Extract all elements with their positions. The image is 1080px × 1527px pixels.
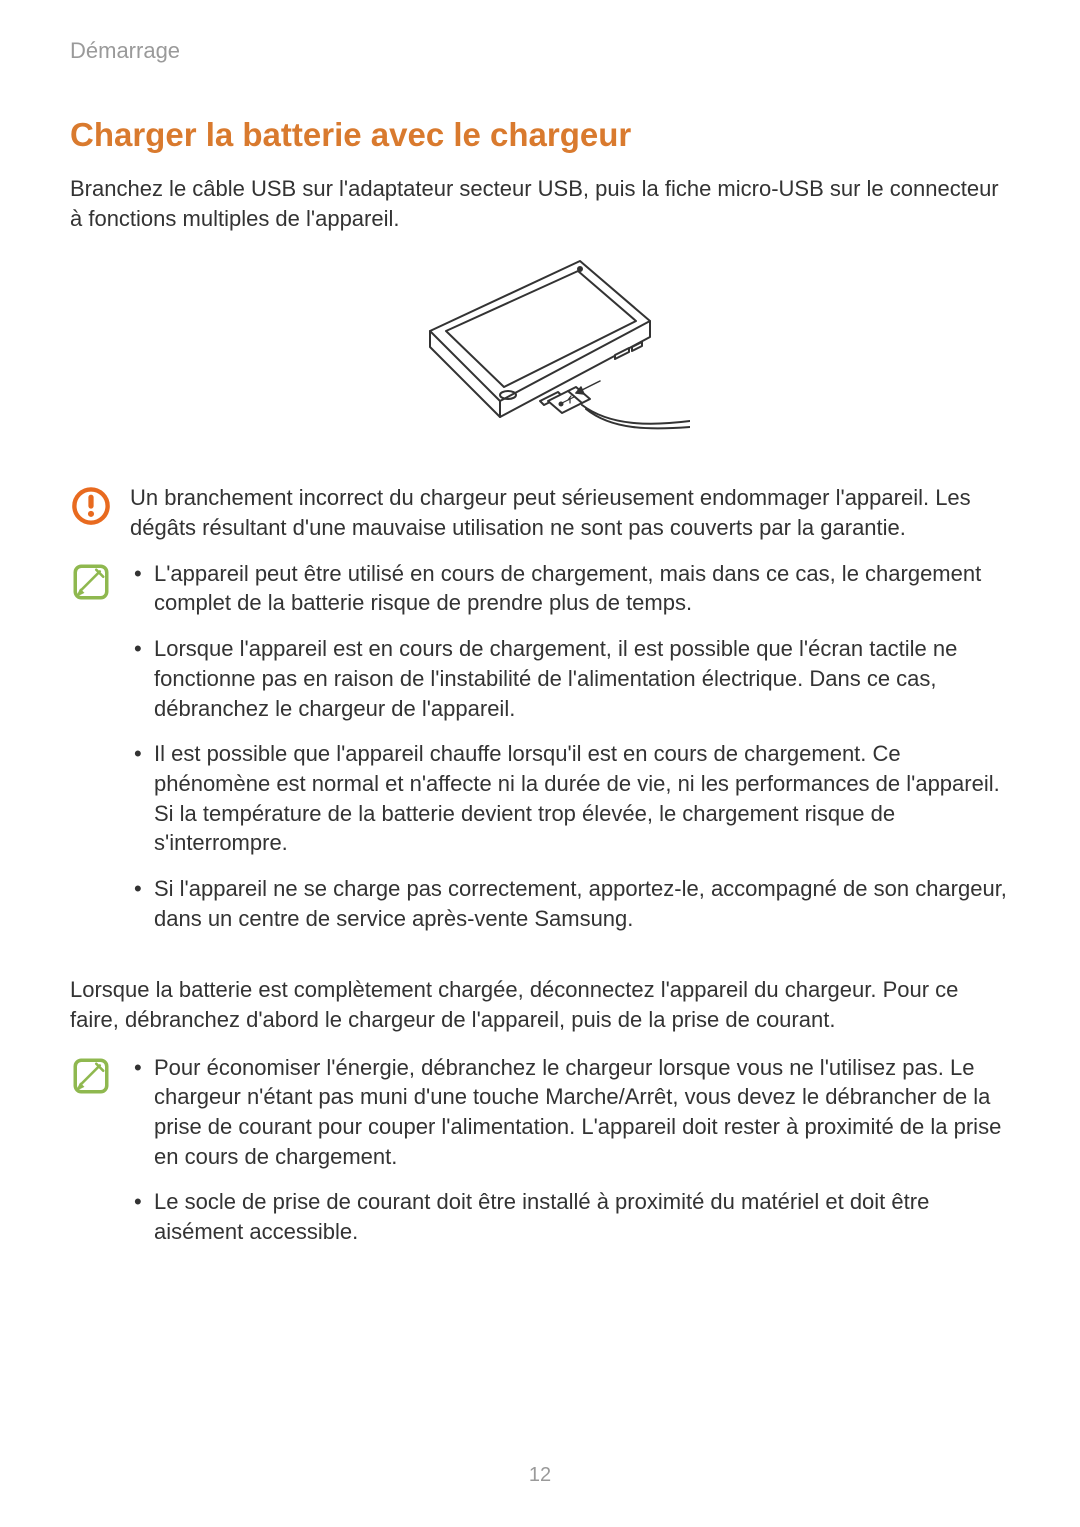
warning-icon — [70, 483, 130, 527]
manual-page: Démarrage Charger la batterie avec le ch… — [0, 0, 1080, 1527]
mid-paragraph: Lorsque la batterie est complètement cha… — [70, 975, 1010, 1034]
list-item: Pour économiser l'énergie, débranchez le… — [130, 1053, 1010, 1172]
warning-callout: Un branchement incorrect du chargeur peu… — [70, 483, 1010, 542]
note-icon — [70, 559, 130, 603]
page-title: Charger la batterie avec le chargeur — [70, 116, 1010, 154]
note-callout-2: Pour économiser l'énergie, débranchez le… — [70, 1053, 1010, 1263]
tablet-charging-figure — [390, 251, 690, 461]
warning-text: Un branchement incorrect du chargeur peu… — [130, 483, 1010, 542]
list-item: Le socle de prise de courant doit être i… — [130, 1187, 1010, 1246]
figure-container — [70, 251, 1010, 461]
intro-paragraph: Branchez le câble USB sur l'adaptateur s… — [70, 174, 1010, 233]
note-2-list: Pour économiser l'énergie, débranchez le… — [130, 1053, 1010, 1247]
note-2-body: Pour économiser l'énergie, débranchez le… — [130, 1053, 1010, 1263]
list-item: Lorsque l'appareil est en cours de charg… — [130, 634, 1010, 723]
list-item: Il est possible que l'appareil chauffe l… — [130, 739, 1010, 858]
list-item: L'appareil peut être utilisé en cours de… — [130, 559, 1010, 618]
note-1-list: L'appareil peut être utilisé en cours de… — [130, 559, 1010, 934]
note-callout-1: L'appareil peut être utilisé en cours de… — [70, 559, 1010, 950]
note-icon — [70, 1053, 130, 1097]
note-1-body: L'appareil peut être utilisé en cours de… — [130, 559, 1010, 950]
section-label: Démarrage — [70, 38, 1010, 64]
page-number: 12 — [0, 1464, 1080, 1487]
list-item: Si l'appareil ne se charge pas correctem… — [130, 874, 1010, 933]
